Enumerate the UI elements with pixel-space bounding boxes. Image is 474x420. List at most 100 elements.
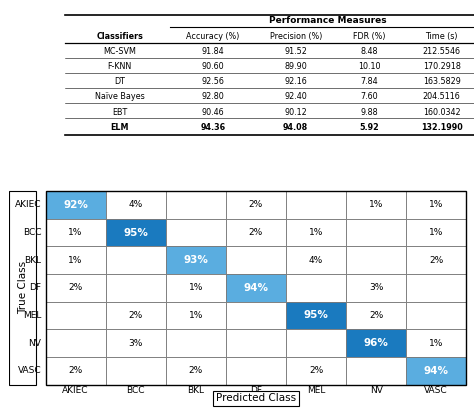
Text: 160.0342: 160.0342 bbox=[423, 108, 460, 116]
Text: 89.90: 89.90 bbox=[284, 62, 307, 71]
Bar bbox=[46, 329, 106, 357]
Bar bbox=[226, 219, 286, 247]
Bar bbox=[166, 357, 226, 385]
Bar bbox=[226, 329, 286, 357]
Text: Performance Measures: Performance Measures bbox=[269, 16, 387, 25]
Text: 92.40: 92.40 bbox=[284, 92, 307, 102]
Text: 2%: 2% bbox=[369, 311, 383, 320]
Text: 91.84: 91.84 bbox=[201, 47, 224, 56]
Text: Naïve Bayes: Naïve Bayes bbox=[95, 92, 145, 102]
Text: 9.88: 9.88 bbox=[360, 108, 378, 116]
Bar bbox=[286, 357, 346, 385]
Bar bbox=[46, 219, 106, 247]
Text: 204.5116: 204.5116 bbox=[423, 92, 461, 102]
Text: ELM: ELM bbox=[110, 123, 129, 131]
Text: 1%: 1% bbox=[429, 228, 443, 237]
Bar bbox=[46, 357, 106, 385]
Bar bbox=[106, 302, 166, 329]
Bar bbox=[346, 247, 406, 274]
Text: NV: NV bbox=[370, 386, 383, 396]
Bar bbox=[406, 329, 466, 357]
Text: Precision (%): Precision (%) bbox=[270, 32, 322, 41]
Text: 1%: 1% bbox=[309, 228, 323, 237]
FancyBboxPatch shape bbox=[9, 191, 36, 385]
Text: BKL: BKL bbox=[24, 256, 41, 265]
Text: 94%: 94% bbox=[243, 283, 268, 293]
Bar bbox=[286, 191, 346, 219]
Bar bbox=[286, 247, 346, 274]
Text: Time (s): Time (s) bbox=[426, 32, 458, 41]
Bar bbox=[46, 247, 106, 274]
Bar bbox=[106, 357, 166, 385]
Text: 2%: 2% bbox=[68, 366, 83, 375]
Text: MEL: MEL bbox=[307, 386, 325, 396]
Bar bbox=[166, 302, 226, 329]
Text: 92.80: 92.80 bbox=[201, 92, 224, 102]
Text: 1%: 1% bbox=[68, 256, 83, 265]
Text: 91.52: 91.52 bbox=[284, 47, 307, 56]
Text: 90.60: 90.60 bbox=[201, 62, 224, 71]
Text: VASC: VASC bbox=[424, 386, 448, 396]
Bar bbox=[106, 247, 166, 274]
Text: True Class: True Class bbox=[18, 261, 27, 315]
Bar bbox=[166, 191, 226, 219]
Bar bbox=[286, 274, 346, 302]
Bar bbox=[406, 274, 466, 302]
Text: MEL: MEL bbox=[23, 311, 41, 320]
Bar bbox=[226, 274, 286, 302]
Text: 94.36: 94.36 bbox=[201, 123, 226, 131]
Bar bbox=[106, 274, 166, 302]
Text: 1%: 1% bbox=[189, 311, 203, 320]
Text: 1%: 1% bbox=[369, 200, 383, 210]
Text: Classifiers: Classifiers bbox=[96, 32, 143, 41]
Text: 10.10: 10.10 bbox=[358, 62, 381, 71]
Text: 2%: 2% bbox=[309, 366, 323, 375]
Bar bbox=[346, 357, 406, 385]
Bar bbox=[406, 247, 466, 274]
Text: 212.5546: 212.5546 bbox=[423, 47, 461, 56]
Text: 92.16: 92.16 bbox=[284, 77, 307, 87]
Text: 93%: 93% bbox=[183, 255, 208, 265]
Text: AKIEC: AKIEC bbox=[15, 200, 41, 210]
Text: EBT: EBT bbox=[112, 108, 128, 116]
Bar bbox=[166, 274, 226, 302]
Bar bbox=[106, 191, 166, 219]
Text: DT: DT bbox=[114, 77, 125, 87]
Text: 1%: 1% bbox=[68, 228, 83, 237]
Text: VASC: VASC bbox=[18, 366, 41, 375]
Text: 2%: 2% bbox=[128, 311, 143, 320]
Text: 2%: 2% bbox=[68, 284, 83, 292]
Bar bbox=[406, 302, 466, 329]
Bar bbox=[346, 191, 406, 219]
Text: 92.56: 92.56 bbox=[201, 77, 224, 87]
Bar bbox=[406, 357, 466, 385]
Bar bbox=[406, 219, 466, 247]
Text: DF: DF bbox=[29, 284, 41, 292]
Text: Accuracy (%): Accuracy (%) bbox=[186, 32, 240, 41]
Text: 2%: 2% bbox=[189, 366, 203, 375]
Text: 1%: 1% bbox=[429, 339, 443, 348]
Text: 90.12: 90.12 bbox=[284, 108, 307, 116]
Bar bbox=[46, 302, 106, 329]
Text: 3%: 3% bbox=[369, 284, 383, 292]
Bar bbox=[286, 219, 346, 247]
Text: 1%: 1% bbox=[189, 284, 203, 292]
Text: 7.84: 7.84 bbox=[360, 77, 378, 87]
Text: 95%: 95% bbox=[303, 310, 328, 320]
Text: F-KNN: F-KNN bbox=[108, 62, 132, 71]
Text: 163.5829: 163.5829 bbox=[423, 77, 461, 87]
Bar bbox=[166, 329, 226, 357]
Bar bbox=[286, 329, 346, 357]
Text: 2%: 2% bbox=[249, 228, 263, 237]
Text: 170.2918: 170.2918 bbox=[423, 62, 461, 71]
Text: DF: DF bbox=[250, 386, 262, 396]
Text: FDR (%): FDR (%) bbox=[353, 32, 385, 41]
Text: 90.46: 90.46 bbox=[201, 108, 224, 116]
Text: 4%: 4% bbox=[128, 200, 143, 210]
Bar bbox=[346, 274, 406, 302]
Text: 1%: 1% bbox=[429, 200, 443, 210]
Bar bbox=[346, 219, 406, 247]
Text: AKIEC: AKIEC bbox=[63, 386, 89, 396]
Text: 3%: 3% bbox=[128, 339, 143, 348]
Text: MC-SVM: MC-SVM bbox=[103, 47, 136, 56]
